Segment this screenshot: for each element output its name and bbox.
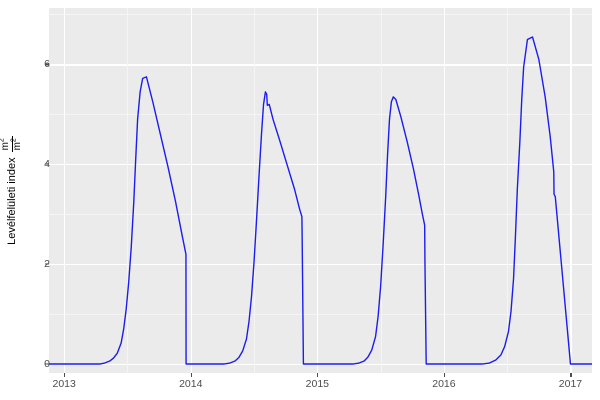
plot-panel xyxy=(49,8,592,373)
gridline-y-major xyxy=(49,164,592,166)
x-axis-tick-label: 2015 xyxy=(305,378,330,390)
gridline-x-major xyxy=(570,8,572,373)
x-axis-tick-mark xyxy=(317,373,319,377)
x-axis-tick-mark xyxy=(64,373,66,377)
gridline-x-minor xyxy=(380,8,382,373)
gridline-y-minor xyxy=(49,214,592,215)
series-line-chart xyxy=(49,36,592,365)
gridline-y-minor xyxy=(49,14,592,16)
gridline-y-minor xyxy=(49,314,592,315)
gridline-x-minor xyxy=(127,8,129,373)
y-axis-unit-denominator: m2 xyxy=(10,136,23,153)
x-axis-tick-label: 2016 xyxy=(432,378,456,390)
gridline-x-minor xyxy=(507,8,508,373)
y-axis-tick-mark xyxy=(44,63,49,65)
x-axis-tick-mark xyxy=(190,373,192,377)
y-axis-tick-mark xyxy=(44,263,49,265)
gridline-x-major xyxy=(317,8,319,373)
gridline-y-major xyxy=(49,64,592,66)
y-axis-tick-mark xyxy=(44,363,49,365)
gridline-y-major xyxy=(49,264,592,266)
x-axis-tick-label: 2013 xyxy=(52,378,76,390)
y-axis-unit-fraction: m2 m2 xyxy=(0,136,23,153)
x-axis-tick-label: 2017 xyxy=(558,378,583,390)
x-axis-tick-mark xyxy=(570,373,572,377)
y-axis-tick-mark xyxy=(44,163,49,165)
x-axis-tick-mark xyxy=(443,373,445,377)
y-axis-title: Levélfelületi index m2 m2 xyxy=(0,8,24,373)
gridline-x-major xyxy=(190,8,192,373)
gridline-x-major xyxy=(443,8,445,373)
gridline-y-minor xyxy=(49,114,592,115)
series-polyline xyxy=(49,36,592,365)
x-axis-tick-label: 2014 xyxy=(179,378,203,390)
y-axis-title-label: Levélfelületi index xyxy=(6,157,18,245)
gridline-x-major xyxy=(64,8,66,373)
gridline-x-minor xyxy=(254,8,255,373)
